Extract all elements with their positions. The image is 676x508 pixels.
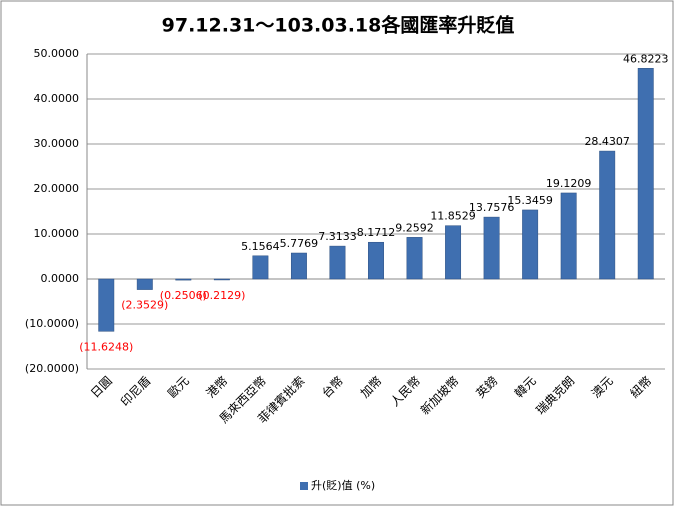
y-tick-label: (10.0000): [25, 317, 79, 330]
value-label: (0.2129): [198, 289, 245, 302]
y-tick-label: 20.0000: [34, 182, 80, 195]
value-label: (2.3529): [121, 299, 168, 312]
y-tick-label: 50.0000: [34, 47, 80, 60]
bar: [98, 278, 115, 332]
bar: [175, 278, 192, 281]
bar: [406, 237, 423, 280]
value-label: 46.8223: [623, 52, 669, 65]
bar: [252, 255, 269, 280]
bar: [599, 150, 616, 280]
bar: [560, 192, 577, 280]
bar: [483, 216, 500, 280]
value-label: 15.3459: [507, 194, 553, 207]
y-tick-label: (20.0000): [25, 362, 79, 375]
y-tick-label: 10.0000: [34, 227, 80, 240]
value-label: 11.8529: [430, 210, 476, 223]
value-label: 5.1564: [241, 240, 280, 253]
bar: [290, 252, 307, 280]
bar: [637, 68, 654, 280]
bar: [368, 241, 384, 280]
bar: [522, 209, 539, 280]
value-label: 5.7769: [280, 237, 319, 250]
bar: [445, 225, 462, 280]
chart-title: 97.12.31～103.03.18各國匯率升貶值: [162, 14, 515, 37]
legend-swatch: [300, 482, 308, 490]
value-label: 19.1209: [546, 177, 592, 190]
value-label: (0.2506): [160, 289, 207, 302]
legend-label: 升(貶)值 (%): [311, 479, 375, 492]
bar: [213, 278, 230, 281]
value-label: 9.2592: [395, 221, 434, 234]
bar: [329, 245, 346, 280]
y-tick-label: 30.0000: [34, 137, 80, 150]
value-label: (11.6248): [79, 340, 133, 353]
bar: [136, 278, 153, 290]
value-label: 13.7576: [469, 201, 515, 214]
y-tick-label: 40.0000: [34, 92, 80, 105]
y-tick-label: 0.0000: [41, 272, 80, 285]
value-label: 7.3133: [318, 230, 357, 243]
value-label: 28.4307: [584, 135, 630, 148]
value-label: 8.1712: [357, 226, 396, 239]
